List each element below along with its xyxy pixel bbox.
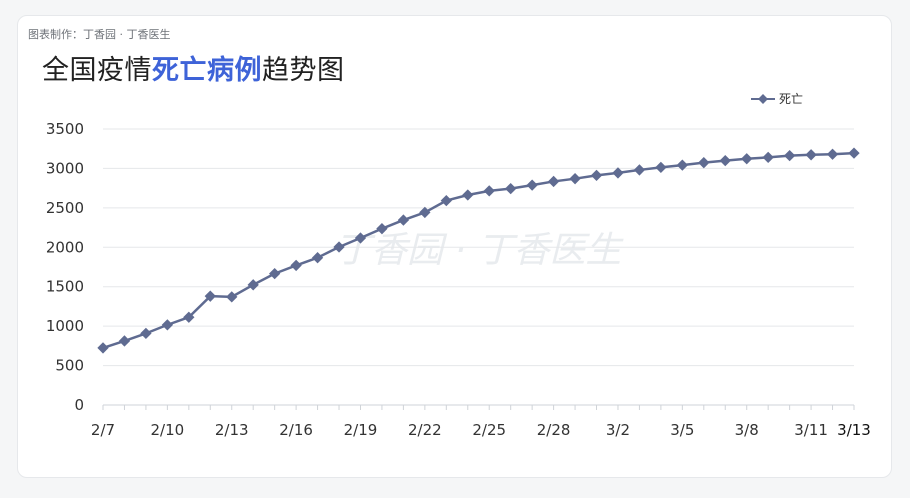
- x-tick-label: 3/11: [794, 421, 828, 439]
- x-tick-label: 2/10: [151, 421, 185, 439]
- data-point[interactable]: [247, 279, 259, 291]
- data-point[interactable]: [569, 173, 581, 185]
- x-tick-label: 2/22: [408, 421, 442, 439]
- chart-card: [17, 15, 892, 478]
- y-tick-label: 0: [74, 396, 84, 414]
- chart-credit: 图表制作：丁香园 · 丁香医生: [28, 28, 171, 41]
- x-tick-label: 2/13: [215, 421, 249, 439]
- data-point[interactable]: [805, 149, 817, 161]
- data-point[interactable]: [118, 335, 131, 347]
- data-point[interactable]: [204, 290, 216, 302]
- legend-label: 死亡: [779, 92, 804, 106]
- data-point[interactable]: [655, 161, 667, 174]
- x-tick-label: 2/28: [537, 421, 571, 439]
- x-tick-label: 3/8: [735, 421, 759, 439]
- data-point[interactable]: [633, 164, 646, 176]
- y-axis: 0 500 1000 1500 2000 2500 3000 3500: [46, 120, 84, 414]
- data-point[interactable]: [590, 169, 603, 182]
- data-point[interactable]: [719, 154, 731, 167]
- data-point[interactable]: [397, 214, 410, 226]
- data-point[interactable]: [848, 147, 860, 159]
- x-tick-label: 2/19: [344, 421, 378, 439]
- chart-legend[interactable]: 死亡: [750, 90, 803, 107]
- y-tick-label: 500: [55, 357, 84, 375]
- data-point[interactable]: [290, 259, 302, 272]
- title-prefix: 全国疫情: [42, 55, 152, 86]
- watermark: 丁香园 · 丁香医生: [335, 230, 624, 271]
- x-tick-label: 3/2: [606, 421, 630, 439]
- x-axis: 2/7 2/10 2/13 2/16 2/19 2/22 2/25 2/28 3/2 3/5 3/8…: [91, 405, 871, 439]
- data-point[interactable]: [440, 194, 452, 207]
- data-point[interactable]: [526, 179, 538, 191]
- y-tick-label: 1500: [46, 278, 84, 296]
- data-point[interactable]: [612, 167, 624, 179]
- data-point[interactable]: [354, 232, 367, 244]
- y-tick-label: 1000: [46, 317, 84, 335]
- data-point[interactable]: [376, 223, 388, 235]
- data-point[interactable]: [161, 319, 174, 331]
- data-point[interactable]: [140, 327, 152, 340]
- data-point[interactable]: [676, 159, 688, 171]
- data-point[interactable]: [698, 157, 710, 169]
- data-point[interactable]: [97, 342, 109, 354]
- data-point[interactable]: [505, 182, 517, 195]
- title-suffix: 趋势图: [262, 55, 345, 86]
- data-point[interactable]: [741, 153, 753, 165]
- x-tick-label: 3/13: [837, 421, 871, 439]
- data-point[interactable]: [547, 175, 560, 188]
- x-tick-label: 2/7: [91, 421, 115, 439]
- y-tick-label: 2500: [46, 199, 84, 217]
- y-tick-label: 3000: [46, 159, 84, 177]
- data-point[interactable]: [269, 267, 281, 280]
- data-point[interactable]: [226, 291, 238, 303]
- data-point[interactable]: [483, 185, 495, 197]
- chart-title: 全国疫情死亡病例趋势图: [42, 48, 345, 87]
- data-point[interactable]: [826, 148, 839, 160]
- x-tick-label: 2/16: [279, 421, 313, 439]
- data-point[interactable]: [462, 189, 474, 201]
- legend-line-icon: [751, 93, 775, 104]
- series-group: [97, 147, 860, 354]
- data-point[interactable]: [333, 241, 345, 253]
- y-tick-label: 3500: [46, 120, 84, 138]
- data-point[interactable]: [419, 206, 431, 219]
- x-tick-label: 3/5: [670, 421, 694, 439]
- y-tick-label: 2000: [46, 238, 84, 256]
- watermark-text: 丁香园 · 丁香医生: [335, 230, 624, 271]
- data-point[interactable]: [311, 252, 324, 264]
- data-point[interactable]: [783, 149, 796, 162]
- title-highlight: 死亡病例: [152, 55, 262, 86]
- data-point[interactable]: [762, 151, 774, 164]
- x-tick-label: 2/25: [472, 421, 506, 439]
- grid-lines: [103, 128, 854, 406]
- data-point[interactable]: [183, 311, 195, 323]
